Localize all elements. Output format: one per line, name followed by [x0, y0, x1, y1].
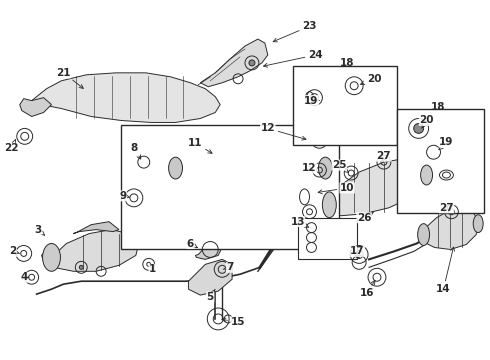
Ellipse shape [473, 215, 483, 233]
Text: 22: 22 [4, 140, 19, 153]
Polygon shape [20, 98, 51, 117]
Text: 17: 17 [350, 247, 365, 258]
Polygon shape [42, 230, 139, 271]
Text: 2: 2 [9, 247, 20, 256]
Text: 7: 7 [223, 262, 234, 272]
Text: 20: 20 [419, 116, 434, 129]
Polygon shape [32, 73, 220, 122]
Text: 25: 25 [332, 160, 348, 172]
Polygon shape [285, 185, 319, 208]
Text: 20: 20 [361, 74, 381, 85]
Ellipse shape [169, 157, 182, 179]
Text: 23: 23 [273, 21, 317, 42]
Bar [297, 218, 357, 260]
Text: 10: 10 [318, 183, 354, 194]
Polygon shape [175, 145, 324, 182]
Text: 27: 27 [377, 151, 391, 162]
Text: 24: 24 [264, 50, 323, 67]
Text: 1: 1 [149, 264, 156, 274]
Text: 13: 13 [291, 217, 309, 227]
Ellipse shape [43, 243, 60, 271]
Text: 11: 11 [188, 138, 212, 153]
Bar [121, 125, 339, 249]
Text: 27: 27 [439, 203, 454, 213]
Ellipse shape [322, 192, 336, 218]
Text: 15: 15 [222, 317, 245, 327]
Text: 21: 21 [56, 68, 83, 89]
Polygon shape [129, 155, 161, 170]
Polygon shape [418, 208, 478, 249]
Text: 3: 3 [34, 225, 45, 235]
Bar [293, 66, 397, 145]
Polygon shape [280, 168, 329, 212]
Circle shape [249, 60, 255, 66]
Text: 16: 16 [360, 280, 375, 298]
Ellipse shape [318, 157, 332, 179]
Text: 14: 14 [436, 247, 455, 294]
Text: 26: 26 [357, 212, 373, 223]
Polygon shape [74, 222, 119, 234]
Text: 5: 5 [207, 289, 215, 302]
Circle shape [79, 265, 83, 269]
Polygon shape [200, 39, 268, 87]
Text: 12: 12 [302, 163, 317, 173]
Text: 4: 4 [20, 272, 29, 282]
Polygon shape [196, 239, 222, 260]
Polygon shape [424, 142, 450, 162]
Text: 19: 19 [304, 96, 319, 105]
Text: 18: 18 [340, 58, 354, 68]
Circle shape [414, 123, 424, 133]
Text: 6: 6 [187, 239, 197, 248]
Polygon shape [308, 188, 334, 205]
Text: 8: 8 [130, 143, 141, 159]
Text: 19: 19 [439, 137, 454, 150]
Polygon shape [324, 158, 427, 216]
Bar [397, 109, 484, 213]
Text: 12: 12 [261, 123, 306, 140]
Text: 9: 9 [120, 191, 130, 201]
Polygon shape [189, 260, 232, 295]
Ellipse shape [417, 224, 430, 246]
Text: 18: 18 [431, 102, 446, 112]
Ellipse shape [420, 165, 433, 185]
